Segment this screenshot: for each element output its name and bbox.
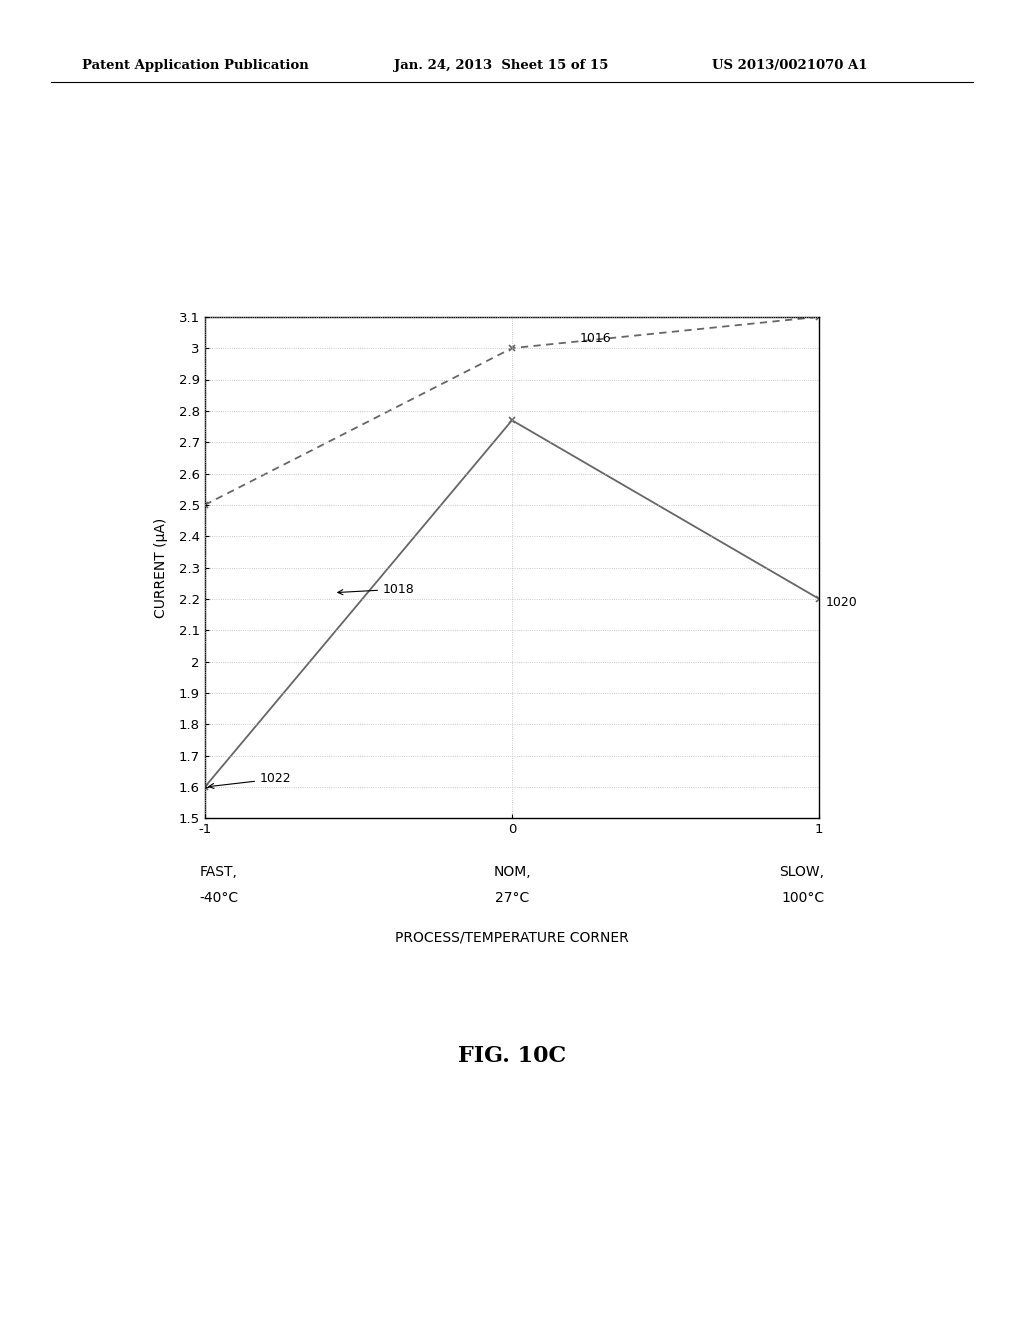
Text: 1022: 1022 — [209, 772, 292, 788]
Text: NOM,: NOM, — [494, 865, 530, 879]
Text: Patent Application Publication: Patent Application Publication — [82, 59, 308, 73]
Text: 27°C: 27°C — [495, 891, 529, 906]
Text: 100°C: 100°C — [781, 891, 824, 906]
Text: 1020: 1020 — [825, 595, 857, 609]
Text: -40°C: -40°C — [200, 891, 239, 906]
Text: FAST,: FAST, — [200, 865, 238, 879]
Text: Jan. 24, 2013  Sheet 15 of 15: Jan. 24, 2013 Sheet 15 of 15 — [394, 59, 608, 73]
Text: US 2013/0021070 A1: US 2013/0021070 A1 — [712, 59, 867, 73]
Text: PROCESS/TEMPERATURE CORNER: PROCESS/TEMPERATURE CORNER — [395, 931, 629, 945]
Text: 1016: 1016 — [580, 333, 611, 345]
Text: 1018: 1018 — [338, 582, 415, 595]
Y-axis label: CURRENT (µA): CURRENT (µA) — [154, 517, 168, 618]
Text: FIG. 10C: FIG. 10C — [458, 1045, 566, 1067]
Text: SLOW,: SLOW, — [779, 865, 824, 879]
